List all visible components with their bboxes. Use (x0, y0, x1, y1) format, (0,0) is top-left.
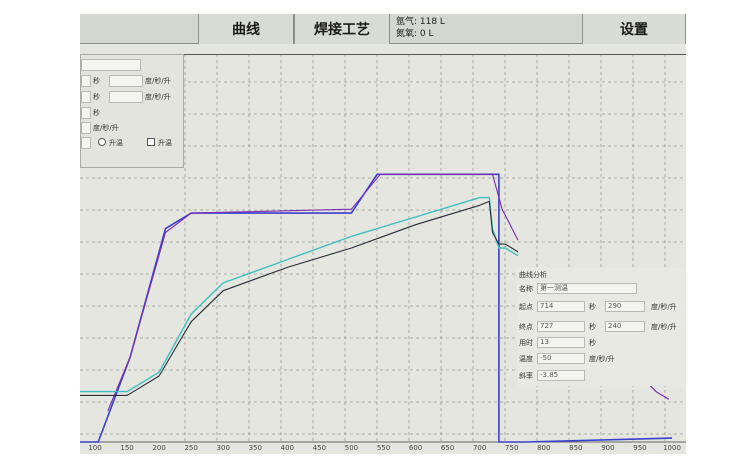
name-label: 名称 (519, 285, 533, 293)
duration-field[interactable]: 13 (537, 337, 585, 348)
x-tick-label: 550 (377, 444, 390, 452)
x-tick-label: 800 (537, 444, 550, 452)
start-label: 起点 (519, 303, 533, 311)
slope-label: 斜率 (519, 372, 533, 380)
end-time-unit: 秒 (589, 323, 596, 331)
x-tick-label: 850 (569, 444, 582, 452)
temp-diff-field[interactable]: -50 (537, 353, 585, 364)
param-field-1[interactable] (81, 59, 141, 71)
param-unit-rate: 度/秒/升 (145, 77, 171, 85)
temp-diff-unit: 度/秒/升 (589, 355, 615, 363)
x-tick-label: 100 (88, 444, 101, 452)
x-tick-label: 900 (601, 444, 614, 452)
end-temp-field[interactable]: 240 (605, 321, 645, 332)
checkbox-icon[interactable] (147, 138, 155, 146)
parameter-panel: 秒 度/秒/升 秒 度/秒/升 秒 度/秒/升 升温 升温 (80, 54, 184, 168)
param-field-5[interactable] (109, 91, 143, 103)
param-field-4[interactable] (81, 91, 91, 103)
curve-analysis-panel: 曲线分析 名称 第一测温 起点 714 秒 290 度/秒/升 终点 727 秒… (517, 268, 685, 386)
radio-icon[interactable] (98, 138, 106, 146)
x-tick-label: 700 (473, 444, 486, 452)
end-temp-unit: 度/秒/升 (651, 323, 677, 331)
param-unit-seconds: 秒 (93, 77, 100, 85)
temp-diff-label: 温度 (519, 355, 533, 363)
x-tick-label: 300 (217, 444, 230, 452)
param-field-8[interactable] (81, 137, 91, 149)
x-tick-label: 150 (120, 444, 133, 452)
start-temp-field[interactable]: 290 (605, 301, 645, 312)
curve-button[interactable]: 曲线 (198, 14, 294, 44)
analysis-title: 曲线分析 (519, 271, 547, 279)
param-unit-rate: 度/秒/升 (93, 124, 119, 132)
argon-readout: 氩气: 118 L (396, 17, 445, 27)
param-field-2[interactable] (81, 75, 91, 87)
slope-field[interactable]: -3.85 (537, 370, 585, 381)
duration-unit: 秒 (589, 339, 596, 347)
x-tick-label: 750 (505, 444, 518, 452)
series-line-measured-cyan (80, 196, 519, 393)
nitrogen-readout: 氮氧: 0 L (396, 29, 434, 39)
welding-process-button[interactable]: 焊接工艺 (294, 14, 390, 44)
param-unit-seconds: 秒 (93, 93, 100, 101)
end-time-field[interactable]: 727 (537, 321, 585, 332)
x-tick-label: 500 (345, 444, 358, 452)
radio-label: 升温 (109, 139, 123, 147)
top-toolbar: 曲线 焊接工艺 氩气: 118 L 氮氧: 0 L 设置 (80, 14, 686, 44)
x-tick-label: 450 (313, 444, 326, 452)
end-label: 终点 (519, 323, 533, 331)
param-field-6[interactable] (81, 107, 91, 119)
start-temp-unit: 度/秒/升 (651, 303, 677, 311)
param-unit-seconds: 秒 (93, 109, 100, 117)
x-tick-label: 250 (184, 444, 197, 452)
start-time-unit: 秒 (589, 303, 596, 311)
settings-button[interactable]: 设置 (582, 14, 686, 44)
param-field-3[interactable] (109, 75, 143, 87)
x-tick-label: 650 (441, 444, 454, 452)
series-line-setpoint-trace (107, 173, 519, 412)
x-tick-label: 950 (633, 444, 646, 452)
gas-info: 氩气: 118 L 氮氧: 0 L (396, 14, 516, 44)
x-tick-label: 400 (281, 444, 294, 452)
duration-label: 用时 (519, 339, 533, 347)
param-unit-rate: 度/秒/升 (145, 93, 171, 101)
x-tick-label: 1000 (663, 444, 681, 452)
plot-top-border (184, 54, 686, 55)
name-field[interactable]: 第一测温 (537, 283, 637, 294)
param-field-7[interactable] (81, 122, 91, 134)
hmi-screen: 100 150 200 250 300 350 400 450 500 550 600 650 700 7… (80, 14, 686, 454)
series-line-measured-dark (80, 200, 519, 396)
x-tick-label: 350 (249, 444, 262, 452)
chart-series (80, 173, 673, 443)
x-tick-label: 200 (152, 444, 165, 452)
start-time-field[interactable]: 714 (537, 301, 585, 312)
x-tick-label: 600 (409, 444, 422, 452)
x-axis-ticks: 100 150 200 250 300 350 400 450 500 550 600 650 700 7… (88, 444, 681, 452)
checkbox-label: 升温 (158, 139, 172, 147)
